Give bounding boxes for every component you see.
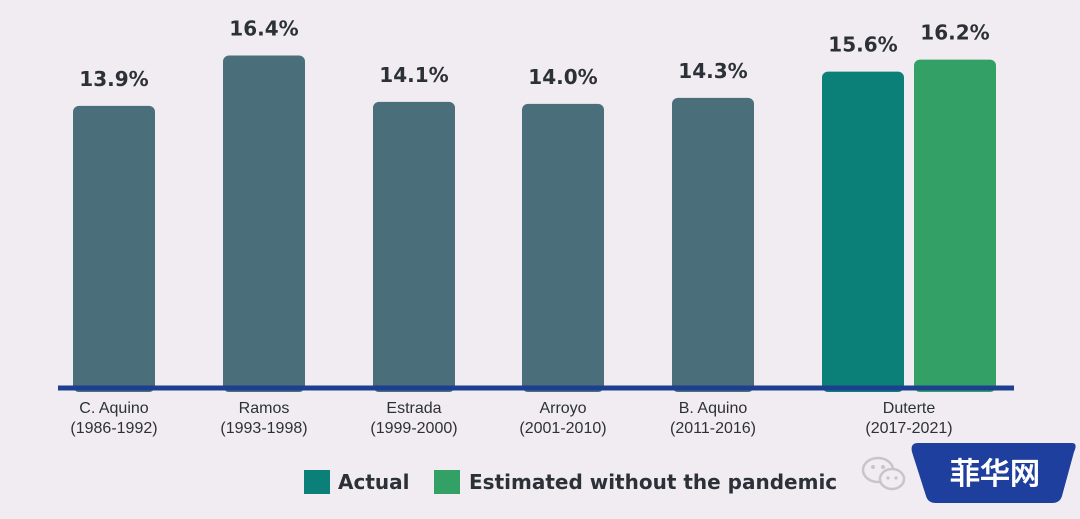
tick-label-5-1: (2017-2021) [865, 420, 952, 437]
tick-label-1-0: Ramos [239, 400, 290, 417]
tick-label-4-0: B. Aquino [679, 400, 748, 417]
bar-0 [73, 105, 155, 392]
bars-layer [73, 55, 996, 393]
tick-label-0-1: (1986-1992) [70, 420, 157, 437]
bar-1 [223, 55, 305, 392]
bar-value-label-2: 14.1% [379, 63, 448, 87]
watermark-badge [911, 443, 1076, 503]
tick-labels-layer: C. Aquino (1986-1992) Ramos (1993-1998) Estr… [70, 400, 952, 437]
tick-label-2-1: (1999-2000) [370, 420, 457, 437]
tick-label-4-1: (2011-2016) [670, 420, 756, 437]
watermark: 菲华网 [861, 443, 1076, 503]
legend-swatch-estimated [434, 470, 460, 494]
bar-value-label-0: 13.9% [79, 67, 148, 91]
tick-label-2-0: Estrada [386, 400, 441, 417]
legend-swatch-actual [304, 470, 330, 494]
tick-label-3-1: (2001-2010) [519, 420, 606, 437]
bar-3 [522, 103, 604, 393]
bar-value-label-6: 16.2% [920, 21, 989, 45]
tick-label-0-0: C. Aquino [79, 400, 148, 417]
value-labels-layer: 13.9% 16.4% 14.1% 14.0% 14.3% 15.6% 16.2% [79, 17, 989, 91]
bar-value-label-3: 14.0% [528, 65, 597, 89]
legend: Actual Estimated without the pandemic [304, 470, 837, 494]
wechat-icon [861, 456, 906, 491]
bar-value-label-4: 14.3% [678, 59, 747, 83]
bar-value-label-1: 16.4% [229, 17, 298, 41]
bar-2 [373, 101, 455, 392]
watermark-text: 菲华网 [950, 457, 1040, 492]
bar-4 [672, 97, 754, 392]
tick-label-5-0: Duterte [883, 400, 936, 417]
tick-label-3-0: Arroyo [539, 400, 586, 417]
legend-label-actual: Actual [338, 470, 409, 494]
legend-label-estimated: Estimated without the pandemic [469, 470, 837, 494]
tick-label-1-1: (1993-1998) [220, 420, 307, 437]
bar-value-label-5: 15.6% [828, 33, 897, 57]
bar-6 [914, 59, 996, 392]
bar-5 [822, 71, 904, 392]
